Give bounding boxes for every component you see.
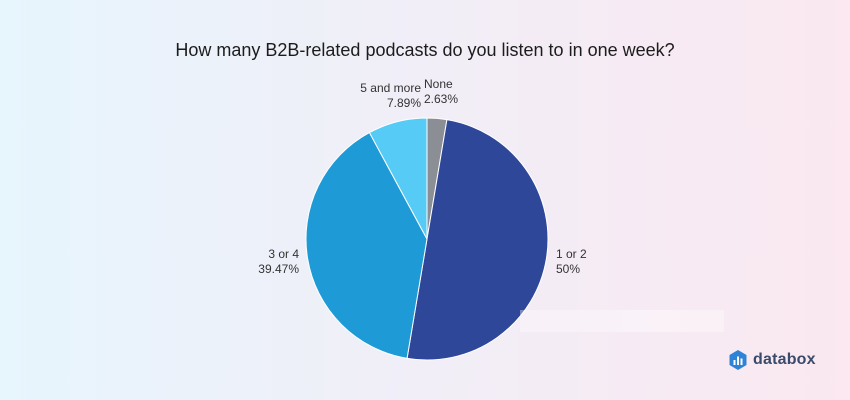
slice-label-name: 3 or 4 bbox=[268, 247, 299, 261]
slice-label-value: 39.47% bbox=[258, 262, 299, 276]
pie-slice-3-or-4 bbox=[305, 131, 428, 359]
pie-slice-1-or-2 bbox=[406, 119, 549, 361]
slice-label-name: 1 or 2 bbox=[556, 247, 587, 261]
slice-label-name: None bbox=[424, 77, 453, 91]
pie-slice-5-and-more bbox=[368, 117, 428, 240]
databox-logo-icon bbox=[729, 350, 747, 370]
slice-label-name: 5 and more bbox=[360, 81, 421, 95]
chart-title: How many B2B-related podcasts do you lis… bbox=[175, 40, 675, 60]
slice-label-value: 50% bbox=[556, 262, 580, 276]
background-strip bbox=[520, 310, 724, 332]
slice-label-value: 7.89% bbox=[387, 96, 421, 110]
brand-name: databox bbox=[753, 351, 816, 368]
databox-logo: databox bbox=[728, 349, 816, 371]
slice-label-value: 2.63% bbox=[424, 92, 458, 106]
